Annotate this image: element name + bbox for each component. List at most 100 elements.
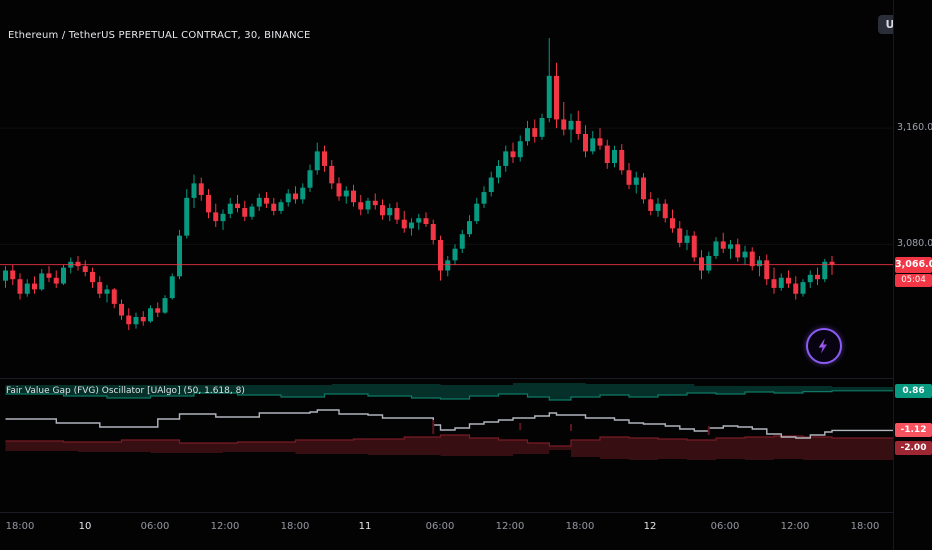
candle-body [271, 203, 277, 211]
candle-body [597, 138, 603, 146]
candle-body [619, 149, 625, 171]
candle-body [75, 261, 81, 267]
bearish-fvg-edge [5, 434, 893, 447]
candle-body [648, 199, 654, 211]
time-axis[interactable]: 18:00 10 06:00 12:00 18:00 11 06:00 12:00 18:00 1… [0, 512, 893, 550]
candle-body [481, 192, 487, 204]
candle-body [430, 224, 436, 240]
oscillator-value-badge: -2.00 [895, 441, 932, 455]
candle-body [3, 270, 8, 281]
time-axis-label: 06:00 [425, 521, 455, 532]
candle-body [162, 298, 168, 313]
candle-body [53, 277, 59, 284]
candle-body [525, 128, 530, 142]
bullish-fvg-band [5, 383, 893, 400]
candle-body [633, 177, 639, 185]
time-axis-label: 18:00 [5, 521, 35, 532]
bar-countdown-badge: 05:04 [895, 273, 932, 287]
candle-body [126, 315, 132, 325]
candle-body [46, 273, 52, 278]
pane-divider[interactable] [0, 378, 893, 379]
candle-body [467, 221, 472, 235]
candle-body [496, 165, 501, 178]
candle-body [184, 197, 190, 236]
candle-body [815, 274, 820, 280]
candle-body [307, 170, 313, 188]
candle-body [351, 190, 356, 203]
candle-body [401, 219, 407, 229]
candle-body [583, 133, 588, 152]
candle-body [684, 235, 690, 243]
candle-body [807, 274, 813, 283]
candle-body [10, 270, 16, 280]
candle-body [242, 208, 248, 217]
candle-body [720, 241, 726, 249]
symbol-legend[interactable]: Ethereum / TetherUS PERPETUAL CONTRACT, … [8, 30, 311, 41]
candle-body [517, 141, 523, 158]
candle-body [119, 303, 124, 316]
candle-body [575, 120, 581, 134]
candle-body [445, 260, 451, 271]
candle-body [822, 261, 828, 280]
main-candlestick-chart[interactable] [0, 25, 893, 378]
time-axis-day-label: 12 [643, 521, 657, 532]
candle-body [394, 208, 400, 220]
candle-body [662, 203, 668, 219]
candle-body [140, 316, 146, 322]
price-axis[interactable]: 3,066.04 05:04 3,160.00 3,080.00 0.86 -1.12… [893, 0, 932, 550]
candle-body [546, 75, 552, 118]
candle-body [612, 149, 617, 164]
candle-body [372, 200, 378, 206]
candle-body [626, 170, 632, 185]
candle-body [365, 200, 371, 210]
candle-body [104, 289, 110, 294]
candle-body [32, 283, 37, 290]
candle-body [778, 277, 784, 288]
candle-body [793, 283, 799, 294]
candle-body [278, 202, 284, 211]
candle-body [561, 119, 567, 130]
bullish-fvg-edge [5, 390, 893, 401]
time-axis-label: 12:00 [495, 521, 525, 532]
time-axis-day-label: 11 [358, 521, 372, 532]
candle-body [133, 316, 139, 325]
candle-body [728, 244, 733, 249]
time-axis-label: 18:00 [280, 521, 310, 532]
candle-body [97, 282, 103, 294]
price-axis-label: 3,160.00 [897, 122, 932, 134]
candle-body [300, 187, 306, 200]
candle-body [148, 308, 153, 322]
candle-body [488, 177, 494, 193]
candle-body [256, 197, 262, 207]
candle-body [691, 235, 697, 258]
candle-body [90, 271, 95, 283]
candle-body [786, 277, 791, 284]
oscillator-value-badge: 0.86 [895, 383, 932, 398]
candle-body [39, 273, 45, 290]
candle-body [380, 205, 385, 216]
candle-body [155, 308, 161, 313]
candle-body [111, 289, 117, 304]
candle-body [177, 235, 182, 277]
candle-body [539, 117, 545, 137]
candle-body [416, 218, 422, 223]
time-axis-label: 18:00 [565, 521, 595, 532]
fvg-oscillator-chart[interactable] [0, 380, 893, 512]
flash-boost-button[interactable] [806, 328, 842, 364]
candle-body [264, 197, 269, 204]
candle-body [343, 190, 349, 197]
candle-body [438, 239, 443, 271]
candle-body [285, 193, 291, 203]
candles-layer[interactable] [3, 38, 835, 331]
candle-body [670, 218, 675, 229]
candle-body [235, 203, 240, 209]
indicator-legend[interactable]: Fair Value Gap (FVG) Oscillator [UAlgo] … [6, 386, 245, 396]
candle-body [17, 279, 23, 294]
candle-body [191, 183, 197, 198]
candle-body [169, 276, 175, 299]
candle-body [24, 283, 30, 294]
candle-body [655, 203, 661, 211]
candle-body [322, 151, 327, 166]
candle-body [82, 266, 88, 272]
candle-body [604, 145, 610, 164]
